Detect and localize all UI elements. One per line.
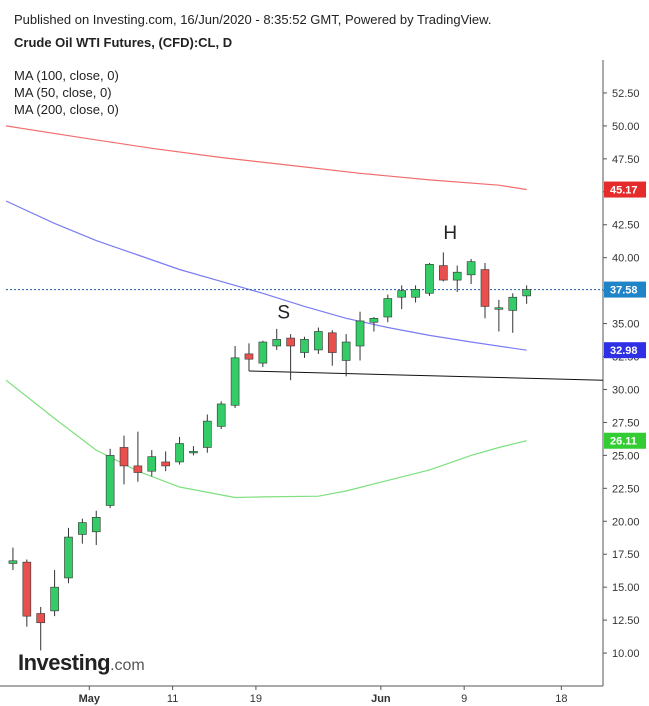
candle-down (22, 561, 32, 617)
candle-up (314, 331, 323, 351)
legend-ma-200: MA (200, close, 0) (14, 102, 119, 117)
y-tick-label: 17.50 (612, 549, 640, 561)
y-tick-label: 27.50 (612, 417, 640, 429)
price-badge (604, 432, 646, 449)
candle-up (175, 443, 184, 463)
candle-up (452, 271, 462, 281)
y-tick-label: 15.00 (612, 582, 640, 594)
candle-down (286, 337, 295, 347)
candle-down (244, 353, 254, 360)
candle-down (133, 465, 143, 473)
pattern-annotation: H (443, 223, 457, 244)
candle-down (161, 461, 170, 467)
price-badge-label: 45.17 (610, 185, 638, 197)
legend-ma-50: MA (50, close, 0) (14, 85, 112, 100)
chart-title: Crude Oil WTI Futures, (CFD):CL, D (14, 35, 233, 50)
candle-up (341, 341, 351, 361)
candle-down (480, 269, 490, 307)
candle-up (383, 298, 393, 318)
price-badge-label: 32.98 (610, 345, 638, 357)
candle-up (369, 318, 379, 323)
published-line: Published on Investing.com, 16/Jun/2020 … (14, 12, 492, 27)
candle-up (78, 522, 87, 535)
candle-up (425, 263, 434, 294)
price-badge (604, 181, 646, 198)
candle-up (147, 456, 157, 472)
investing-logo: Investing.com (18, 650, 145, 676)
candle-up (203, 420, 212, 448)
candle-up (466, 261, 476, 276)
price-badge-label: 26.11 (610, 436, 637, 448)
y-tick-label: 20.00 (612, 516, 640, 528)
y-tick-label: 35.00 (612, 319, 640, 331)
candle-up (522, 289, 531, 297)
pattern-annotation: S (277, 302, 290, 323)
x-tick-label: 9 (461, 693, 467, 705)
candle-up (300, 339, 309, 353)
x-tick-label: 19 (250, 693, 262, 705)
candle-up (189, 451, 198, 454)
y-tick-label: 47.50 (612, 154, 640, 166)
candle-up (494, 307, 504, 310)
logo-domain: .com (110, 657, 145, 674)
candle-down (119, 447, 129, 467)
y-tick-label: 10.00 (612, 648, 640, 660)
y-tick-label: 12.50 (612, 615, 640, 627)
y-tick-label: 50.00 (612, 121, 640, 133)
ma-line-2 (5, 379, 527, 499)
y-tick-label: 30.00 (612, 384, 640, 396)
candle-up (355, 320, 365, 347)
legend-ma-100: MA (100, close, 0) (14, 68, 119, 83)
candle-up (397, 290, 406, 298)
ma-line-0 (5, 125, 527, 191)
price-badge (604, 342, 646, 359)
x-tick-label: 11 (167, 693, 178, 705)
candle-up (230, 357, 240, 406)
x-tick-label: May (79, 693, 101, 705)
candle-down (439, 265, 448, 281)
candle-up (216, 403, 226, 427)
y-tick-label: 40.00 (612, 253, 640, 265)
price-badge (604, 281, 646, 298)
candle-up (258, 341, 268, 364)
candle-up (105, 455, 115, 506)
y-tick-label: 22.50 (612, 483, 640, 495)
y-tick-label: 25.00 (612, 450, 640, 462)
y-tick-label: 52.50 (612, 88, 640, 100)
neckline (248, 370, 604, 381)
candle-up (508, 296, 518, 311)
candle-down (36, 613, 46, 624)
candle-up (411, 289, 420, 298)
x-tick-label: 18 (555, 693, 567, 705)
candle-up (8, 560, 18, 564)
candle-down (327, 332, 337, 353)
candle-up (50, 586, 59, 612)
ma-line-1 (5, 200, 527, 351)
x-tick-label: Jun (371, 693, 391, 705)
price-badge-label: 37.58 (610, 285, 638, 297)
candle-up (64, 536, 73, 579)
candle-up (272, 339, 282, 347)
y-tick-label: 42.50 (612, 220, 640, 232)
logo-brand: Investing (18, 650, 111, 675)
candle-up (91, 517, 101, 533)
